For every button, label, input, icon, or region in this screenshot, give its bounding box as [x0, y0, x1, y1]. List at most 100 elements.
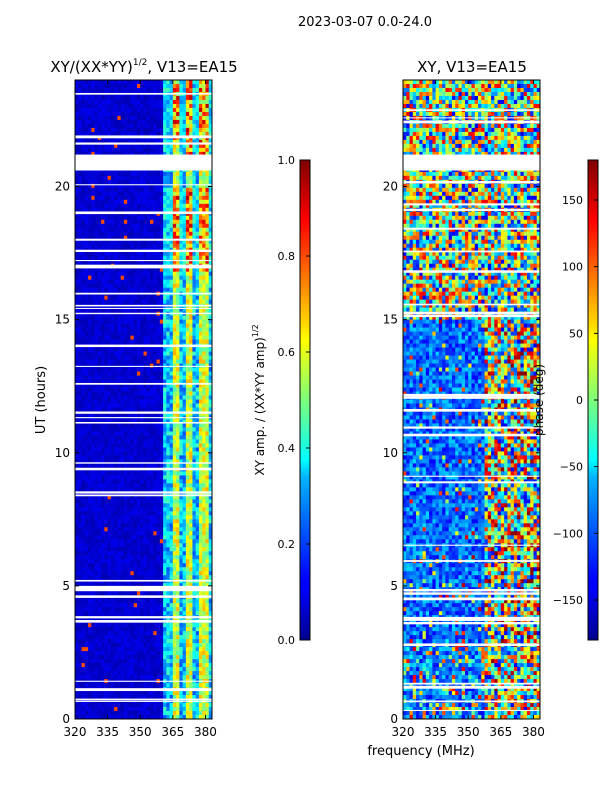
heatmap-cell	[101, 475, 105, 480]
heatmap-cell	[120, 219, 125, 225]
heatmap-cell	[101, 323, 105, 329]
heatmap-cell	[159, 115, 164, 121]
heatmap-cell	[140, 179, 144, 185]
heatmap-cell	[172, 259, 177, 265]
heatmap-cell	[185, 255, 190, 261]
heatmap-cell	[94, 199, 99, 205]
heatmap-cell	[185, 259, 190, 265]
heatmap-cell	[176, 499, 180, 504]
heatmap-cell	[208, 299, 212, 305]
heatmap-cell	[156, 351, 161, 356]
heatmap-cell	[185, 99, 190, 105]
heatmap-cell	[176, 327, 180, 332]
heatmap-cell	[185, 315, 190, 321]
heatmap-cell	[179, 539, 184, 544]
heatmap-cell	[192, 267, 197, 273]
heatmap-cell	[208, 511, 212, 516]
heatmap-cell	[75, 115, 79, 121]
heatmap-cell	[156, 459, 161, 464]
heatmap-cell	[153, 123, 157, 129]
heatmap-cell	[81, 255, 86, 261]
heatmap-cell	[114, 487, 118, 492]
heatmap-cell	[107, 235, 112, 241]
heatmap-cell	[143, 279, 148, 285]
heatmap-cell	[205, 519, 210, 524]
heatmap-cell	[97, 511, 102, 516]
heatmap-cell	[114, 307, 118, 313]
heatmap-cell	[75, 507, 79, 512]
heatmap-cell	[182, 199, 187, 205]
heatmap-cell	[198, 379, 203, 384]
heatmap-cell	[94, 447, 99, 452]
heatmap-cell	[94, 399, 99, 404]
heatmap-cell	[130, 471, 135, 476]
heatmap-cell	[205, 287, 210, 293]
heatmap-cell	[104, 223, 109, 229]
heatmap-cell	[91, 171, 95, 177]
heatmap-cell	[84, 235, 89, 241]
heatmap-cell	[101, 239, 105, 245]
heatmap-cell	[156, 83, 161, 89]
heatmap-cell	[94, 347, 99, 352]
heatmap-cell	[81, 499, 86, 504]
heatmap-cell	[140, 255, 144, 261]
heatmap-cell	[146, 119, 151, 125]
heatmap-cell	[182, 95, 187, 101]
heatmap-cell	[198, 255, 203, 261]
heatmap-cell	[107, 503, 112, 508]
heatmap-cell	[133, 123, 138, 129]
heatmap-cell	[166, 275, 170, 281]
heatmap-cell	[179, 95, 184, 101]
heatmap-cell	[163, 331, 167, 336]
heatmap-cell	[205, 83, 210, 89]
heatmap-cell	[94, 279, 99, 285]
heatmap-cell	[189, 459, 193, 464]
heatmap-cell	[136, 459, 141, 464]
heatmap-cell	[97, 275, 102, 281]
heatmap-cell	[192, 427, 197, 432]
heatmap-cell	[192, 187, 197, 193]
heatmap-cell	[75, 423, 79, 428]
heatmap-cell	[143, 227, 148, 233]
heatmap-cell	[156, 451, 161, 456]
heatmap-cell	[159, 95, 164, 101]
heatmap-cell	[127, 331, 131, 336]
heatmap-cell	[202, 99, 206, 105]
heatmap-cell	[97, 535, 102, 540]
heatmap-cell	[127, 355, 131, 360]
heatmap-cell	[101, 151, 105, 157]
heatmap-cell	[192, 319, 197, 325]
heatmap-cell	[120, 483, 125, 488]
heatmap-cell	[120, 283, 125, 289]
heatmap-cell	[172, 439, 177, 444]
heatmap-cell	[136, 87, 141, 93]
heatmap-cell	[198, 367, 203, 372]
heatmap-cell	[198, 139, 203, 145]
heatmap-cell	[198, 83, 203, 89]
heatmap-cell	[75, 191, 79, 197]
heatmap-cell	[166, 403, 170, 408]
heatmap-cell	[75, 503, 79, 508]
heatmap-cell	[172, 283, 177, 289]
heatmap-cell	[130, 235, 135, 241]
heatmap-cell	[159, 191, 164, 197]
heatmap-cell	[185, 519, 190, 524]
heatmap-cell	[81, 283, 86, 289]
heatmap-cell	[81, 519, 86, 524]
heatmap-cell	[75, 431, 79, 436]
heatmap-cell	[182, 371, 187, 376]
heatmap-cell	[75, 383, 79, 388]
heatmap-cell	[172, 447, 177, 452]
heatmap-cell	[150, 339, 154, 344]
heatmap-cell	[127, 403, 131, 408]
heatmap-cell	[78, 515, 82, 520]
heatmap-cell	[166, 455, 170, 460]
heatmap-cell	[120, 99, 125, 105]
heatmap-cell	[176, 323, 180, 329]
heatmap-cell	[107, 319, 112, 325]
heatmap-cell	[169, 519, 174, 524]
heatmap-cell	[140, 471, 144, 476]
heatmap-cell	[146, 171, 151, 177]
heatmap-cell	[143, 519, 148, 524]
heatmap-cell	[117, 95, 122, 101]
